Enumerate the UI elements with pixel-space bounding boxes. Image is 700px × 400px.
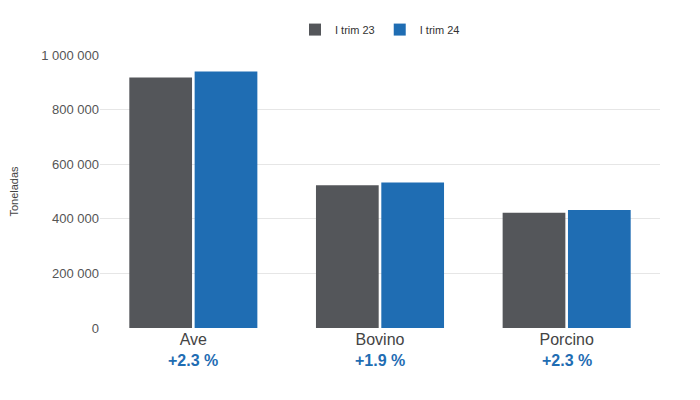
svg-text:800 000: 800 000 bbox=[52, 102, 99, 117]
svg-text:I trim 23: I trim 23 bbox=[335, 24, 375, 36]
svg-text:400 000: 400 000 bbox=[52, 211, 99, 226]
svg-text:+2.3 %: +2.3 % bbox=[542, 352, 592, 369]
svg-text:Ave: Ave bbox=[180, 331, 207, 348]
svg-text:0: 0 bbox=[92, 321, 99, 336]
svg-text:Bovino: Bovino bbox=[356, 331, 405, 348]
svg-text:Porcino: Porcino bbox=[540, 331, 594, 348]
svg-text:+1.9 %: +1.9 % bbox=[355, 352, 405, 369]
svg-text:200 000: 200 000 bbox=[52, 266, 99, 281]
svg-text:+2.3 %: +2.3 % bbox=[168, 352, 218, 369]
svg-text:600 000: 600 000 bbox=[52, 157, 99, 172]
svg-text:I trim 24: I trim 24 bbox=[420, 24, 460, 36]
svg-text:1 000 000: 1 000 000 bbox=[41, 48, 99, 63]
svg-text:Toneladas: Toneladas bbox=[8, 166, 20, 217]
